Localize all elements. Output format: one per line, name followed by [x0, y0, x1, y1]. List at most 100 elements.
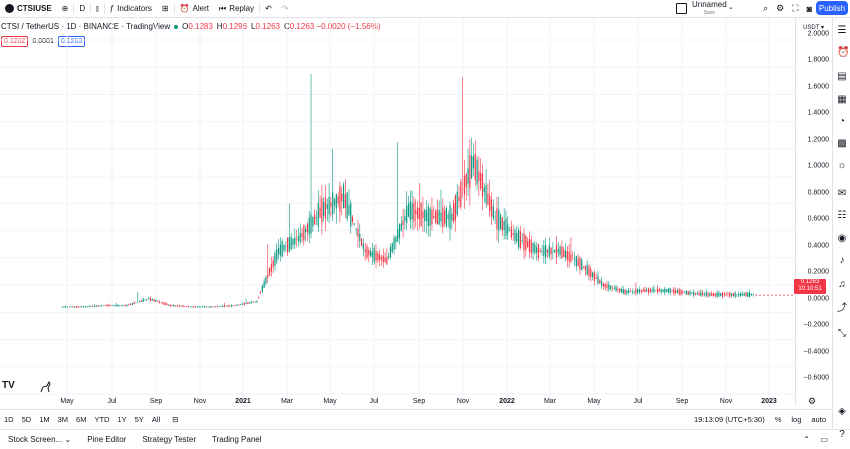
candle-body: [344, 194, 346, 208]
tab-strategy-tester[interactable]: Strategy Tester: [142, 435, 196, 444]
search-icon[interactable]: ⌕: [763, 3, 769, 13]
legend-title[interactable]: CTSI / TetherUS · 1D · BINANCE · Trading…: [1, 22, 171, 31]
range-button-all[interactable]: All: [151, 414, 161, 424]
candle-body: [245, 303, 247, 304]
candle-body: [720, 293, 722, 296]
candle-body: [254, 301, 256, 303]
candle-body: [642, 289, 644, 292]
expand-arrows-icon[interactable]: ⤡: [838, 328, 846, 339]
candle-body: [693, 291, 695, 295]
candle-body: [315, 216, 318, 218]
alerts-clock-icon[interactable]: ⏰: [837, 47, 850, 58]
range-button-1d[interactable]: 1D: [4, 414, 14, 424]
layout-checkbox[interactable]: [676, 3, 687, 14]
price-chart[interactable]: [0, 18, 795, 406]
candle-body: [209, 306, 211, 308]
maximize-panel-icon[interactable]: ▭: [820, 435, 828, 444]
candle-body: [223, 305, 226, 307]
range-button-5y[interactable]: 5Y: [134, 414, 144, 424]
trend-icon[interactable]: ⤴: [837, 303, 847, 314]
layout-name[interactable]: Unnamed Save: [692, 1, 727, 17]
data-window-icon[interactable]: ▤: [837, 71, 847, 82]
indicators-button[interactable]: ƒ Indicators: [105, 0, 157, 17]
candle-body: [63, 306, 65, 308]
candle-body: [135, 302, 137, 304]
tab-stock-screener[interactable]: Stock Screen... ⌄: [0, 435, 79, 444]
collapse-panel-icon[interactable]: ⌃: [803, 435, 810, 444]
top-toolbar: CTSIUSE ⊕ D ⫾ ƒ Indicators ⊞ ⏰ Alert ⏮ R…: [0, 0, 850, 18]
candle-body: [386, 256, 388, 265]
hotlist-icon[interactable]: ◔: [838, 116, 846, 127]
tradingview-logo[interactable]: TV: [2, 380, 15, 391]
candle-body: [90, 306, 92, 307]
candle-body: [368, 250, 370, 256]
symbol-search[interactable]: CTSIUSE: [0, 0, 57, 17]
bell-icon[interactable]: ♪: [839, 255, 845, 266]
bar-countdown: 10:10:51: [798, 286, 822, 292]
candle-body: [579, 257, 581, 270]
candle-body: [615, 286, 617, 292]
interval-button[interactable]: D: [74, 0, 90, 17]
publish-button[interactable]: Publish: [816, 1, 848, 15]
gear-icon[interactable]: ⚙: [776, 3, 785, 13]
candle-body: [370, 251, 372, 256]
range-button-ytd[interactable]: YTD: [94, 414, 110, 424]
calendar-icon[interactable]: ▩: [837, 138, 847, 149]
candle-body: [689, 291, 691, 295]
buy-button[interactable]: 0.1263: [57, 36, 86, 47]
candle-body: [203, 306, 206, 308]
currency-label[interactable]: USDT ▾: [803, 25, 824, 31]
range-button-3m[interactable]: 3M: [57, 414, 69, 424]
redo-button[interactable]: ↷: [277, 0, 294, 17]
undo-button[interactable]: ↶: [260, 0, 277, 17]
high-value: 0.1296: [222, 22, 248, 31]
add-symbol-button[interactable]: ⊕: [57, 0, 74, 17]
tab-trading-panel[interactable]: Trading Panel: [211, 435, 262, 444]
range-button-5d[interactable]: 5D: [21, 414, 32, 424]
sell-button[interactable]: 0.1262: [1, 36, 29, 47]
log-toggle[interactable]: log: [791, 414, 802, 424]
candle-body: [702, 292, 704, 296]
date-range-icon[interactable]: ⊟: [172, 414, 179, 424]
layers-icon[interactable]: ◈: [838, 406, 846, 417]
range-button-1y[interactable]: 1Y: [117, 414, 127, 424]
candle-body: [499, 214, 502, 230]
candle-body: [416, 207, 419, 219]
candle-body: [582, 266, 585, 267]
help-icon[interactable]: ?: [839, 429, 845, 440]
chat-icon[interactable]: ✉: [837, 188, 847, 199]
notification-bell-icon[interactable]: ♫: [838, 279, 846, 290]
layouts-button[interactable]: ⊞: [157, 0, 174, 17]
candle-body: [532, 243, 534, 253]
candle-body: [694, 292, 697, 295]
range-button-1m[interactable]: 1M: [39, 414, 50, 424]
range-button-6m[interactable]: 6M: [76, 414, 87, 424]
price-axis[interactable]: USDT ▾ 2.0000 1.8000 1.6000 1.4000 1.2000 1.0…: [795, 18, 832, 406]
candle-body: [418, 208, 420, 220]
axis-settings-gear-icon[interactable]: ⚙: [808, 396, 817, 406]
fullscreen-icon[interactable]: ⛶: [792, 3, 799, 13]
candle-body: [525, 235, 527, 251]
candle-body: [305, 228, 307, 233]
clock-display[interactable]: 19:13:09 (UTC+5:30): [694, 414, 765, 424]
watchlist-icon[interactable]: ☰: [837, 25, 847, 36]
candle-body: [498, 209, 500, 232]
symbol-logo-icon: [5, 4, 14, 13]
tab-pine-editor[interactable]: Pine Editor: [87, 435, 127, 444]
camera-icon[interactable]: ◙: [806, 3, 812, 14]
streams-icon[interactable]: ☷: [837, 210, 847, 221]
candle-body: [743, 293, 745, 296]
chart-type-button[interactable]: ⫾: [91, 0, 104, 17]
auto-toggle[interactable]: auto: [811, 414, 826, 424]
candle-body: [617, 289, 619, 291]
broadcast-icon[interactable]: ◉: [837, 233, 847, 244]
alert-button[interactable]: ⏰ Alert: [175, 0, 214, 17]
ideas-bulb-icon[interactable]: ☼: [837, 160, 847, 171]
layout-dropdown-icon[interactable]: ⌄: [728, 4, 734, 11]
candle-body: [350, 203, 352, 227]
percent-toggle[interactable]: %: [774, 414, 782, 424]
time-axis-label: Nov: [719, 398, 733, 405]
news-icon[interactable]: ▦: [837, 94, 847, 105]
replay-button[interactable]: ⏮ Replay: [214, 0, 259, 17]
low-value: 0.1263: [255, 22, 280, 31]
